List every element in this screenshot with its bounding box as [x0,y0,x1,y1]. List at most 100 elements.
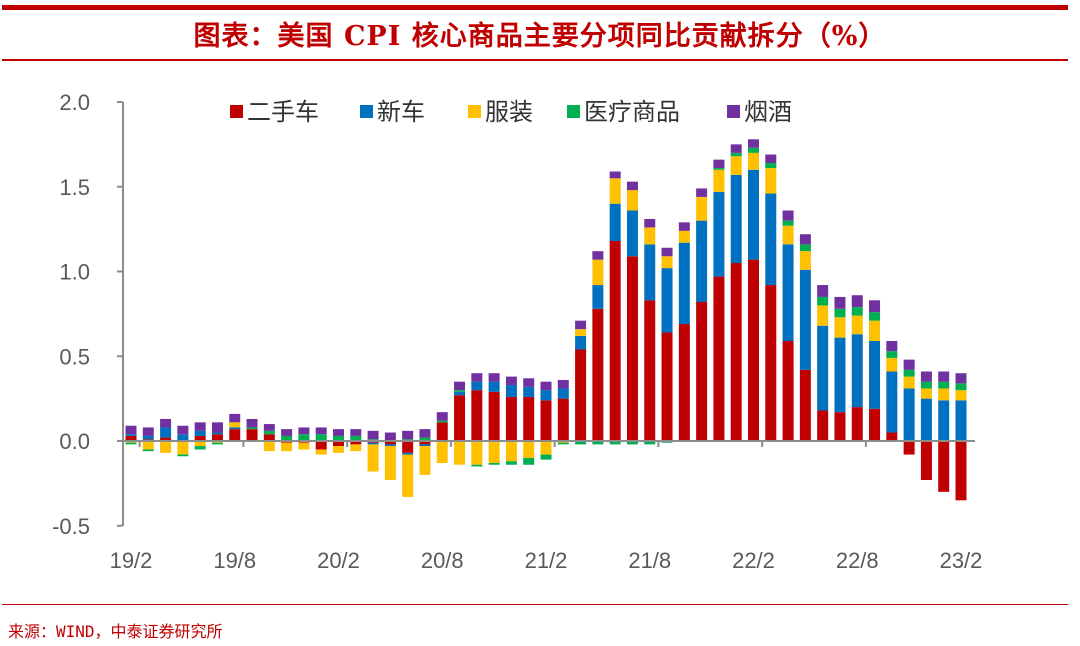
bar-segment-4-19-3 [142,427,154,436]
bar-segment-0-22-6 [817,410,829,441]
source-note: 来源：WIND，中泰证券研究所 [8,622,223,641]
bar-segment-0-21-2 [540,400,552,441]
bar-segment-3-20-9 [454,390,466,392]
bar-segment-4-21-6 [609,171,621,179]
x-tick-label: 21/2 [525,548,568,573]
bar-segment-2-20-1 [315,449,327,455]
bar-segment-3-21-8 [644,441,656,445]
bar-segment-3-20-12 [505,461,517,465]
bar-segment-2-20-9 [454,441,466,465]
legend-label-3: 医疗商品 [584,98,680,126]
bar-segment-1-20-6 [402,452,414,455]
bar-segment-4-19-9 [246,418,258,428]
bar-segment-0-21-11 [696,302,708,441]
bar-segment-0-22-10 [886,432,898,441]
bar-segment-0-20-9 [454,395,466,441]
x-tick-label: 19/2 [110,548,153,573]
bar-segment-2-20-10 [471,441,483,465]
bar-segment-1-22-8 [851,334,863,408]
bar-segment-2-19-6 [194,441,206,447]
bar-segment-0-20-11 [488,391,500,441]
bar-segment-1-22-11 [903,388,915,441]
bar-segment-4-21-4 [575,320,587,330]
bar-segment-2-22-10 [886,357,898,372]
bar-segment-2-19-5 [177,441,189,455]
bar-segment-0-19-9 [246,429,258,441]
bar-segment-0-20-5 [384,441,396,445]
bar-segment-1-21-1 [523,386,535,397]
bar-segment-2-20-12 [505,441,517,462]
bar-segment-0-22-9 [869,408,881,441]
bar-segment-0-22-2 [748,259,759,441]
bar-segment-3-20-7 [419,437,431,441]
bar-segment-0-22-1 [730,263,742,441]
bar-segment-1-22-6 [817,325,829,411]
bar-segment-3-22-1 [730,152,742,157]
bar-segment-0-22-7 [834,412,846,441]
bar-segment-1-21-2 [540,390,552,401]
bar-segment-4-20-3 [350,429,362,436]
bar-segment-1-19-3 [142,435,154,440]
bar-segment-3-21-2 [540,454,552,460]
bar-segment-4-22-6 [817,285,829,297]
bar-segment-4-21-3 [557,379,569,389]
bar-segment-4-20-6 [402,430,414,440]
bar-segment-4-23-1 [938,371,950,382]
bar-segment-4-21-11 [696,188,708,197]
bar-segment-0-21-3 [557,398,569,441]
x-tick-label: 21/8 [628,548,671,573]
bar-segment-2-21-7 [626,190,638,211]
bar-segment-0-22-5 [799,369,811,441]
bar-segment-0-23-2 [955,441,967,501]
bar-segment-2-22-12 [920,388,932,399]
bar-segment-3-23-1 [938,381,950,389]
bar-segment-4-22-9 [869,300,881,313]
bar-segment-0-19-2 [125,435,137,441]
bar-segment-2-22-7 [834,317,846,338]
bar-segment-4-20-7 [419,429,431,438]
y-tick-label: 1.0 [59,260,90,285]
bar-segment-0-21-1 [523,396,535,441]
bar-segment-1-20-9 [454,391,466,396]
bar-segment-4-21-7 [626,181,638,191]
bar-segment-2-20-11 [488,441,500,464]
bar-segment-1-22-4 [782,244,794,341]
bar-segment-0-19-4 [160,437,172,441]
bar-segment-4-22-2 [748,139,759,148]
bar-segment-3-22-6 [817,296,829,306]
bar-segment-3-20-2 [333,435,344,441]
bar-segment-2-19-3 [142,441,154,450]
bar-segment-1-20-12 [505,385,517,397]
bar-segment-4-23-2 [955,373,967,384]
bar-segment-3-19-2 [125,442,137,445]
bar-segment-3-19-10 [263,430,275,435]
bar-segment-1-21-8 [644,244,656,301]
bar-segment-4-20-4 [367,430,379,440]
bar-segment-3-19-6 [194,446,206,450]
bar-segment-2-21-2 [540,441,552,455]
bar-segment-0-19-8 [229,429,241,441]
bar-segment-4-21-8 [644,218,656,228]
x-tick-label: 22/2 [732,548,775,573]
bar-segment-2-22-4 [782,225,794,245]
bar-segment-4-21-1 [523,378,535,387]
y-tick-label: 0.0 [59,429,90,454]
y-tick-label: 1.5 [59,175,90,200]
bar-segment-0-19-6 [194,435,206,441]
bar-segment-4-19-7 [211,422,223,433]
bar-segment-1-23-2 [955,400,967,441]
bar-segment-0-19-7 [211,434,223,441]
legend-swatch-1 [360,105,373,118]
bar-segment-0-19-10 [263,434,275,441]
bar-segment-4-20-8 [436,412,448,421]
bar-segment-4-22-3 [765,154,777,164]
bar-segment-3-19-5 [177,454,189,457]
legend-swatch-0 [230,105,243,118]
bar-segment-2-23-2 [955,390,967,401]
bar-segment-2-21-4 [575,329,587,336]
bar-segment-2-20-4 [367,444,379,472]
title-divider [2,59,1068,61]
bar-segment-2-19-8 [229,422,241,428]
bar-segment-4-21-10 [678,222,690,231]
bar-segment-1-22-3 [765,193,777,286]
